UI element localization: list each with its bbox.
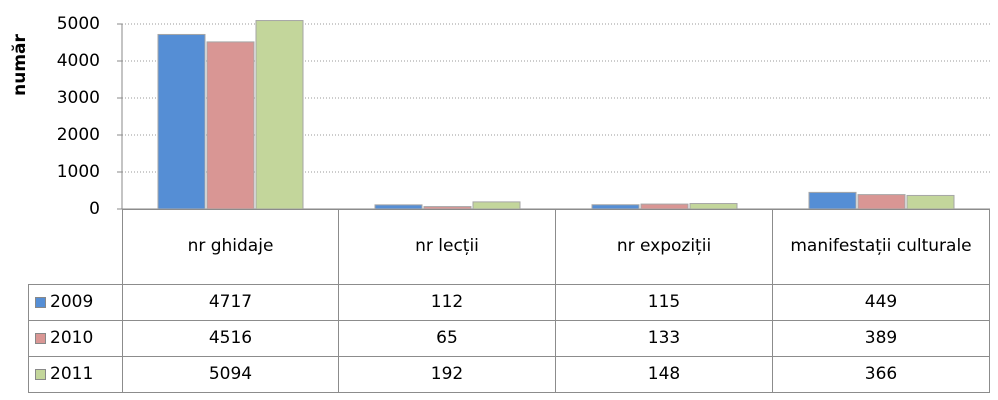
table-category: nr expoziții (555, 209, 773, 285)
table-value: 389 (772, 320, 990, 357)
bar (640, 203, 689, 210)
y-tick-label: 1000 (57, 162, 100, 182)
bar (857, 194, 906, 210)
y-tick-label: 5000 (57, 14, 100, 34)
bar (591, 204, 640, 210)
table-value: 148 (555, 356, 773, 393)
table-category: nr ghidaje (122, 209, 339, 285)
table-value: 5094 (122, 356, 339, 393)
table-category: manifestații culturale (772, 209, 990, 285)
table-value: 65 (338, 320, 556, 357)
y-tick-label: 3000 (57, 88, 100, 108)
bar (808, 191, 857, 210)
legend-label: 2010 (50, 327, 94, 348)
legend-cell: 2009 (28, 284, 123, 321)
bar (906, 194, 955, 210)
bar (255, 20, 304, 210)
table-value: 115 (555, 284, 773, 321)
bar (157, 33, 206, 210)
y-tick-label: 2000 (57, 125, 100, 145)
legend-cell: 2010 (28, 320, 123, 357)
table-value: 4717 (122, 284, 339, 321)
bar (206, 41, 255, 210)
table-value: 133 (555, 320, 773, 357)
table-category: nr lecții (338, 209, 556, 285)
bar (472, 201, 521, 210)
y-axis-label: număr (10, 34, 30, 96)
table-value: 4516 (122, 320, 339, 357)
legend-swatch (35, 369, 46, 380)
legend-swatch (35, 333, 46, 344)
legend-label: 2011 (50, 363, 94, 384)
table-value: 112 (338, 284, 556, 321)
legend-swatch (35, 297, 46, 308)
table-value: 192 (338, 356, 556, 393)
legend-cell: 2011 (28, 356, 123, 393)
y-tick-label: 0 (89, 199, 100, 219)
table-value: 366 (772, 356, 990, 393)
y-tick-label: 4000 (57, 51, 100, 71)
table-value: 449 (772, 284, 990, 321)
legend-label: 2009 (50, 291, 94, 312)
